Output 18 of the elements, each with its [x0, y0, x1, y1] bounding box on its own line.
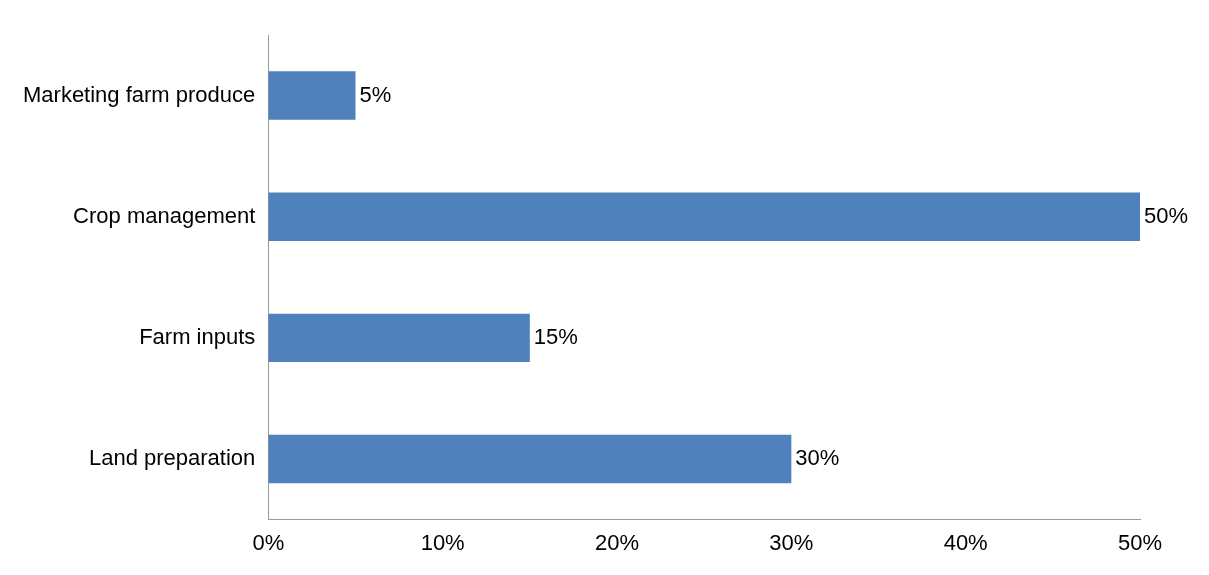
y-tick-label: Marketing farm produce [22, 81, 256, 107]
x-tick-label: 20% [594, 529, 640, 555]
bar [268, 313, 530, 363]
y-tick-label: Farm inputs [139, 323, 256, 349]
x-tick-label: 10% [420, 529, 465, 555]
bar [268, 434, 792, 484]
data-label: 15% [533, 323, 578, 349]
data-label: 5% [359, 81, 392, 107]
data-label: 50% [1144, 202, 1189, 228]
x-tick-label: 50% [1117, 529, 1163, 555]
x-tick-label: 30% [769, 529, 814, 555]
y-tick-label: Crop management [73, 202, 256, 228]
bar [268, 71, 356, 120]
data-label: 30% [795, 445, 840, 471]
bar [268, 192, 1140, 241]
y-tick-label: Land preparation [88, 445, 256, 471]
x-tick-label: 0% [252, 529, 285, 555]
x-tick-label: 40% [943, 529, 988, 555]
